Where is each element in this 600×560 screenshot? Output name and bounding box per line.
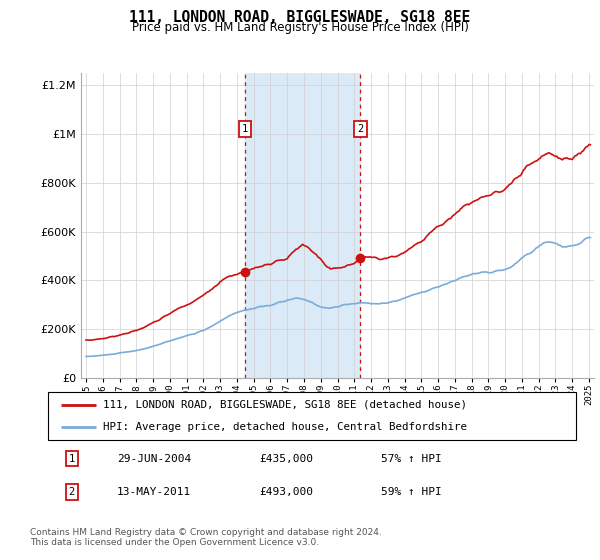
Bar — [245, 73, 361, 378]
Text: £493,000: £493,000 — [259, 487, 313, 497]
Text: 13-MAY-2011: 13-MAY-2011 — [116, 487, 191, 497]
Text: HPI: Average price, detached house, Central Bedfordshire: HPI: Average price, detached house, Cent… — [103, 422, 467, 432]
Text: 1: 1 — [242, 124, 248, 134]
Text: 111, LONDON ROAD, BIGGLESWADE, SG18 8EE: 111, LONDON ROAD, BIGGLESWADE, SG18 8EE — [130, 10, 470, 25]
Text: 111, LONDON ROAD, BIGGLESWADE, SG18 8EE (detached house): 111, LONDON ROAD, BIGGLESWADE, SG18 8EE … — [103, 400, 467, 410]
Text: £435,000: £435,000 — [259, 454, 313, 464]
Text: 1: 1 — [68, 454, 75, 464]
Text: 2: 2 — [358, 124, 364, 134]
FancyBboxPatch shape — [48, 392, 576, 440]
Text: Contains HM Land Registry data © Crown copyright and database right 2024.
This d: Contains HM Land Registry data © Crown c… — [30, 528, 382, 547]
Text: 2: 2 — [68, 487, 75, 497]
Text: Price paid vs. HM Land Registry's House Price Index (HPI): Price paid vs. HM Land Registry's House … — [131, 21, 469, 34]
Text: 57% ↑ HPI: 57% ↑ HPI — [380, 454, 442, 464]
Text: 59% ↑ HPI: 59% ↑ HPI — [380, 487, 442, 497]
Text: 29-JUN-2004: 29-JUN-2004 — [116, 454, 191, 464]
